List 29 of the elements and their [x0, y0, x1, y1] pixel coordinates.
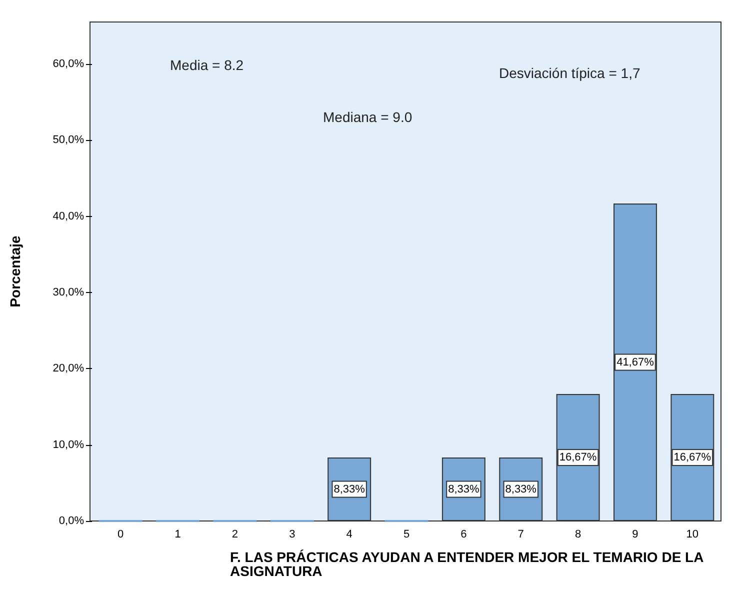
y-tick-label: 30,0%	[52, 286, 84, 298]
x-tick-label: 1	[174, 528, 181, 540]
annotation: Desviación típica = 1,7	[499, 65, 640, 81]
data-label: 16,67%	[559, 452, 597, 464]
data-label: 41,67%	[616, 356, 654, 368]
x-tick-label: 9	[632, 528, 638, 540]
data-label: 8,33%	[334, 483, 366, 496]
x-tick-label: 8	[574, 528, 582, 540]
y-tick-label: 60,0%	[52, 58, 84, 70]
data-label: 16,67%	[674, 452, 712, 464]
data-label: 8,33%	[505, 483, 537, 496]
y-tick-label: 20,0%	[52, 362, 84, 375]
x-tick-label: 7	[518, 528, 524, 540]
x-tick-label: 6	[460, 528, 467, 540]
y-tick-label: 40,0%	[52, 210, 84, 222]
x-tick-label: 2	[232, 528, 238, 540]
y-axis-title: Porcentaje	[7, 235, 23, 308]
x-tick-label: 5	[403, 528, 410, 540]
y-tick-label: 50,0%	[52, 134, 84, 146]
annotation: Media = 8.2	[170, 57, 244, 73]
x-tick-label: 0	[118, 528, 124, 540]
data-label: 8,33%	[448, 483, 480, 496]
x-tick-label: 4	[346, 528, 352, 540]
x-tick-label: 3	[289, 528, 296, 540]
y-tick-label: 10,0%	[52, 438, 84, 451]
y-tick-label: 0,0%	[58, 515, 84, 527]
x-tick-label: 10	[686, 528, 699, 540]
annotation: Mediana = 9.0	[323, 109, 412, 125]
x-axis-title: F. LAS PRÁCTICAS AYUDAN A ENTENDER MEJOR EL TEMARIO DE LA ASIGNATURA	[230, 549, 708, 579]
